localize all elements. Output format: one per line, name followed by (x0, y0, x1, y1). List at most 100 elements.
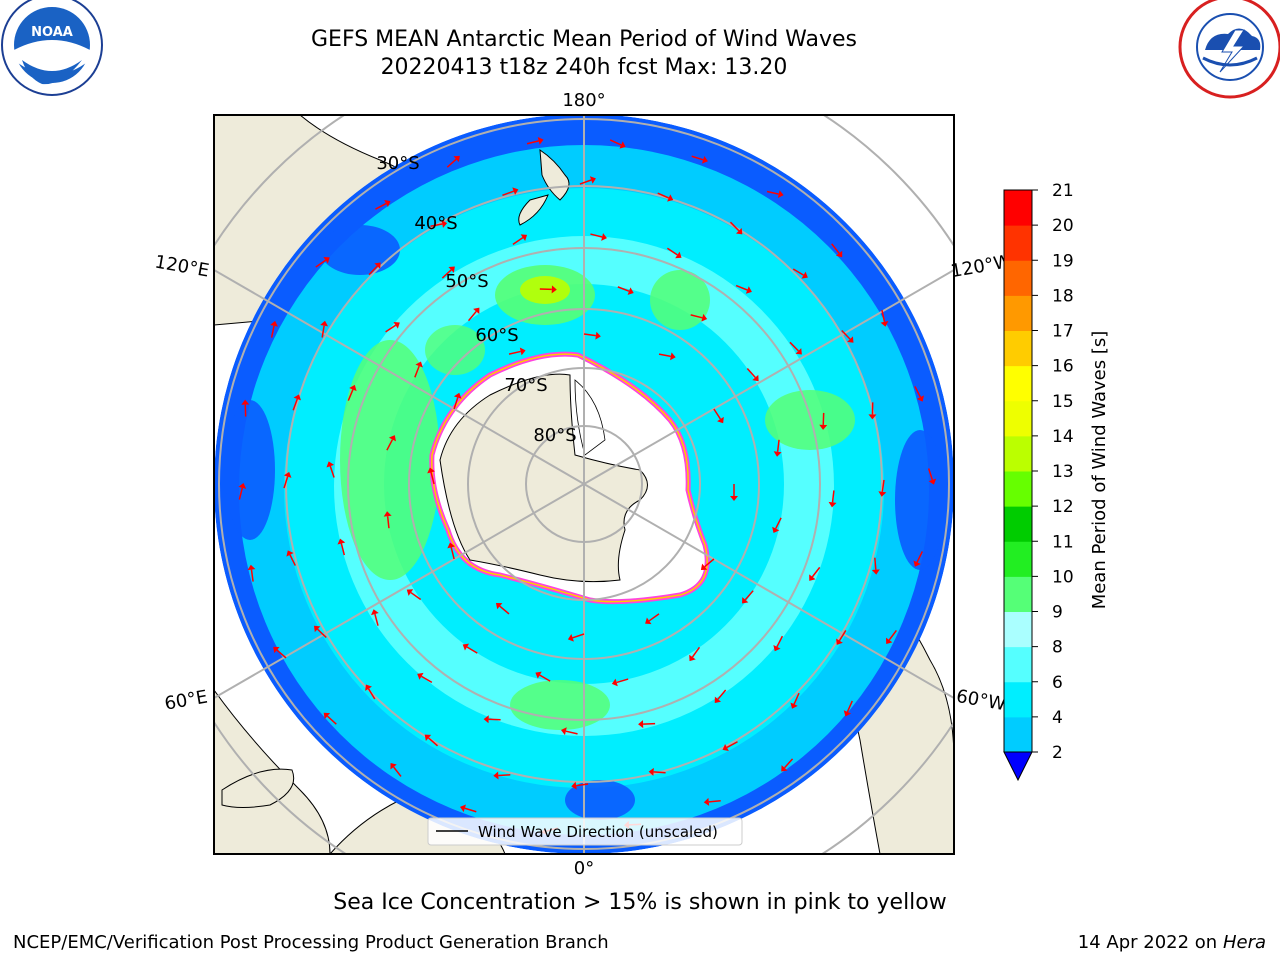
wave-arrow-shaft (783, 758, 794, 769)
wave-arrow-shaft (289, 554, 296, 566)
wave-arrow-head (703, 797, 710, 806)
wave-arrow-head (473, 307, 480, 315)
colorbar-tick-label: 13 (1052, 462, 1074, 482)
colorbar-segment (1004, 365, 1032, 402)
colorbar-tick-label: 21 (1052, 181, 1074, 201)
wave-arrow-shaft (450, 547, 455, 560)
colorbar-tick-label: 11 (1052, 532, 1074, 552)
wave-arrow-shaft (238, 487, 244, 500)
wave-arrow-head (238, 483, 247, 489)
wave-arrow-head (777, 190, 784, 199)
wave-arrow-shaft (315, 259, 327, 268)
wave-arrow-head (735, 227, 743, 235)
colorbar-label: Mean Period of Wind Waves [s] (1089, 331, 1110, 610)
wave-arrow-shaft (583, 333, 596, 337)
wave-arrow-shaft (385, 324, 397, 333)
wave-arrow-shaft (374, 613, 379, 626)
wave-arrow-head (551, 285, 557, 294)
wave-arrow-shaft (916, 551, 924, 563)
wave-arrow-shaft (704, 558, 715, 568)
wave-arrow-head (519, 347, 526, 356)
wave-arrow-head (627, 287, 634, 295)
wave-arrow-head (313, 625, 321, 633)
colorbar-tick-label: 15 (1052, 392, 1074, 412)
wave-arrow-shaft (539, 674, 551, 682)
wave-arrow-head (520, 234, 528, 241)
wave-arrow-shaft (340, 543, 346, 556)
lat-label-30s: 30°S (376, 153, 419, 174)
chart-subtitle-run: 20220413 t18z 240h fcst Max: 13.20 (380, 55, 788, 80)
wave-arrow-shaft (386, 439, 394, 451)
chart-title: GEFS MEAN Antarctic Mean Period of Wind … (311, 27, 857, 52)
wave-arrow-head (512, 187, 519, 195)
wave-arrow-head (742, 597, 749, 604)
wave-arrow-shaft (726, 741, 738, 749)
colorbar-segment (1004, 471, 1032, 507)
graticule (214, 115, 954, 854)
wave-arrow-head (535, 671, 542, 679)
colorbar-segment (1004, 400, 1032, 437)
wave-arrow-shaft (467, 310, 477, 322)
wave-arrow-head (913, 560, 921, 567)
legend-label: Wind Wave Direction (unscaled) (478, 823, 718, 841)
colorbar-segment (1004, 506, 1032, 542)
wave-arrow-head (374, 262, 381, 269)
colorbar-tick-label: 10 (1052, 567, 1074, 587)
wave-arrow-shaft (735, 284, 748, 291)
wave-arrow-head (648, 767, 654, 776)
wave-arrow-shaft (430, 223, 443, 227)
wave-arrow-shaft (729, 221, 740, 232)
wave-arrow-head (493, 771, 499, 780)
nws-logo (1178, 0, 1280, 99)
wave-arrow-shaft (512, 237, 524, 245)
wave-arrow-head (453, 392, 462, 399)
wave-arrow-head (460, 804, 466, 813)
wave-arrow-head (495, 602, 503, 610)
wave-arrow-shaft (766, 190, 779, 195)
wave-arrow-head (349, 384, 357, 392)
wave-arrow-shaft (498, 774, 511, 777)
colorbar-tick-label: 4 (1052, 708, 1063, 728)
wave-arrow-head (406, 589, 414, 596)
wave-arrow-head (717, 416, 724, 424)
wave-arrow-head (537, 136, 544, 145)
footer-date-text: 14 Apr 2022 on (1077, 932, 1223, 953)
wave-arrow-head (601, 233, 607, 241)
wave-arrow-shaft (653, 771, 666, 774)
colorbar-extend-arrow (1003, 751, 1033, 782)
lon-label-60e: 60°E (163, 686, 209, 714)
wave-arrow-shaft (846, 700, 853, 713)
wave-arrow-shaft (414, 365, 420, 378)
wave-arrow-shaft (329, 465, 335, 478)
wave-arrow-head (878, 491, 887, 497)
wave-arrow-head (595, 331, 601, 340)
wave-arrow-head (819, 424, 828, 430)
wave-arrow-head (441, 220, 448, 228)
wave-arrow-shaft (717, 689, 727, 700)
wave-arrow-shaft (914, 386, 922, 398)
wave-arrow-head (447, 542, 456, 549)
wave-arrow-head (745, 286, 752, 294)
wave-arrow-shaft (811, 566, 821, 578)
wave-arrow-shaft (881, 309, 886, 322)
wave-arrow-head (286, 550, 294, 557)
wave-arrow-head (868, 414, 877, 420)
wave-arrow-shaft (691, 155, 704, 161)
wave-arrow-shaft (502, 190, 514, 197)
wave-arrow-shaft (368, 265, 378, 276)
wave-arrow-head (323, 256, 330, 264)
wave-arrow-shaft (617, 286, 630, 292)
wave-arrow-shaft (793, 692, 800, 705)
wave-arrow-head (843, 710, 852, 717)
wave-arrow-head (781, 765, 788, 772)
wave-arrow-shaft (789, 341, 799, 352)
wave-arrow-head (388, 435, 397, 442)
wave-arrow-shaft (744, 590, 754, 601)
wave-arrow-head (571, 781, 577, 790)
wave-arrow-head (701, 313, 708, 322)
colorbar-tick-label: 6 (1052, 673, 1063, 693)
wave-arrow-shaft (428, 737, 439, 747)
wave-arrow-shaft (874, 557, 877, 570)
wave-arrow-head (667, 194, 674, 202)
